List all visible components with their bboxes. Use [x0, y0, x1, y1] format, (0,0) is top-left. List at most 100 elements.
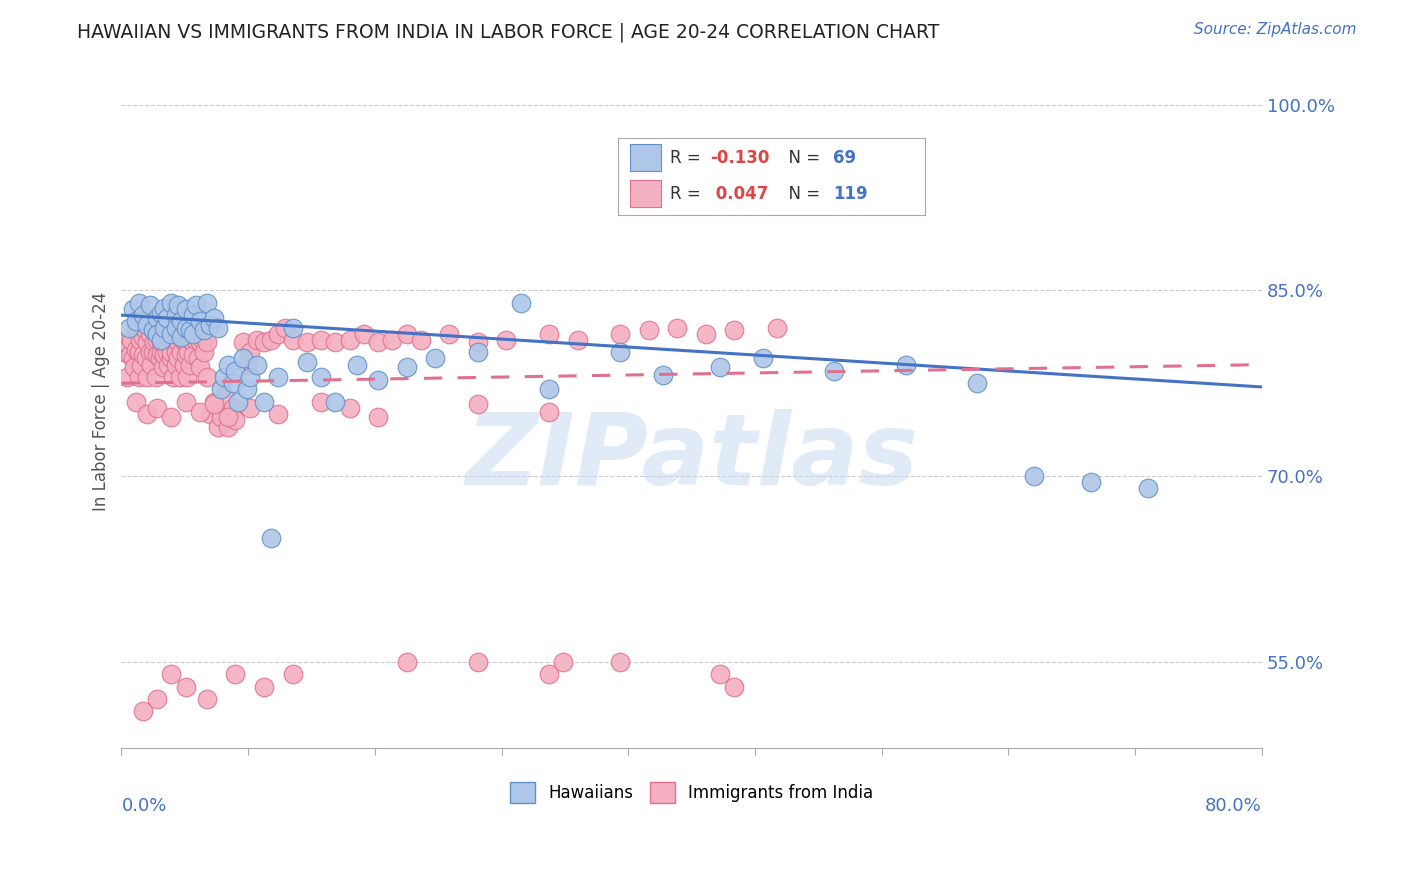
Point: [146, 326, 169, 341]
Point: [165, 320, 187, 334]
Point: [121, 301, 143, 316]
Point: [146, 333, 169, 347]
Text: HAWAIIAN VS IMMIGRANTS FROM INDIA IN LABOR FORCE | AGE 20-24 CORRELATION CHART: HAWAIIAN VS IMMIGRANTS FROM INDIA IN LAB…: [77, 22, 939, 42]
Point: [160, 351, 183, 366]
Point: [295, 355, 318, 369]
Point: [131, 358, 153, 372]
Point: [423, 351, 446, 366]
Point: [188, 314, 211, 328]
Point: [209, 383, 232, 397]
Point: [135, 351, 157, 366]
Point: [136, 407, 159, 421]
Point: [766, 320, 789, 334]
Point: [207, 320, 229, 334]
Point: [172, 333, 194, 347]
Point: [353, 326, 375, 341]
Point: [174, 348, 197, 362]
Point: [323, 335, 346, 350]
Point: [174, 320, 197, 334]
Point: [146, 692, 169, 706]
Point: [165, 358, 187, 372]
Point: [179, 323, 201, 337]
Point: [159, 333, 181, 347]
Point: [221, 401, 243, 415]
Point: [160, 326, 183, 341]
Point: [176, 370, 198, 384]
Point: [150, 333, 173, 347]
Point: [170, 345, 193, 359]
Point: [160, 667, 183, 681]
Point: [246, 358, 269, 372]
Point: [160, 295, 183, 310]
Point: [638, 323, 661, 337]
Point: [409, 333, 432, 347]
Point: [253, 680, 276, 694]
Point: [260, 333, 283, 347]
Point: [894, 358, 917, 372]
Point: [567, 333, 589, 347]
Point: [156, 345, 179, 359]
Point: [153, 333, 176, 347]
Point: [260, 531, 283, 545]
Point: [367, 335, 389, 350]
Point: [367, 409, 389, 424]
Point: [212, 389, 235, 403]
Point: [395, 655, 418, 669]
Point: [132, 330, 155, 344]
Point: [139, 345, 162, 359]
Point: [153, 301, 176, 315]
Point: [136, 335, 159, 350]
Point: [1136, 482, 1159, 496]
Point: [165, 345, 187, 359]
Point: [202, 394, 225, 409]
Point: [191, 333, 214, 347]
Point: [139, 298, 162, 312]
Point: [134, 320, 156, 334]
Point: [125, 343, 148, 357]
Point: [174, 394, 197, 409]
Point: [212, 370, 235, 384]
Point: [173, 358, 195, 372]
Point: [609, 655, 631, 669]
Point: [193, 323, 215, 337]
Point: [148, 320, 170, 334]
Point: [167, 351, 190, 366]
Point: [179, 333, 201, 347]
Point: [188, 360, 211, 375]
Point: [142, 323, 165, 337]
Point: [167, 298, 190, 312]
Text: 80.0%: 80.0%: [1205, 797, 1263, 815]
Point: [281, 333, 304, 347]
Point: [117, 339, 139, 353]
Point: [160, 409, 183, 424]
Text: 0.0%: 0.0%: [121, 797, 167, 815]
Point: [170, 330, 193, 344]
Point: [553, 655, 575, 669]
Point: [145, 370, 167, 384]
Point: [146, 401, 169, 415]
Point: [120, 333, 142, 347]
Point: [128, 345, 150, 359]
Point: [202, 310, 225, 325]
Point: [146, 348, 169, 362]
Point: [153, 320, 176, 334]
Point: [170, 314, 193, 328]
Point: [217, 409, 239, 424]
Point: [121, 351, 143, 366]
Point: [666, 320, 689, 334]
Point: [538, 667, 561, 681]
Text: Source: ZipAtlas.com: Source: ZipAtlas.com: [1194, 22, 1357, 37]
Point: [239, 345, 262, 359]
Point: [132, 704, 155, 718]
Point: [346, 358, 368, 372]
Point: [236, 383, 259, 397]
Point: [202, 397, 225, 411]
Point: [181, 326, 204, 341]
Point: [193, 345, 215, 359]
Point: [467, 345, 489, 359]
Point: [179, 358, 201, 372]
Point: [184, 298, 207, 312]
Point: [174, 301, 197, 316]
Point: [125, 323, 148, 337]
Point: [232, 351, 254, 366]
